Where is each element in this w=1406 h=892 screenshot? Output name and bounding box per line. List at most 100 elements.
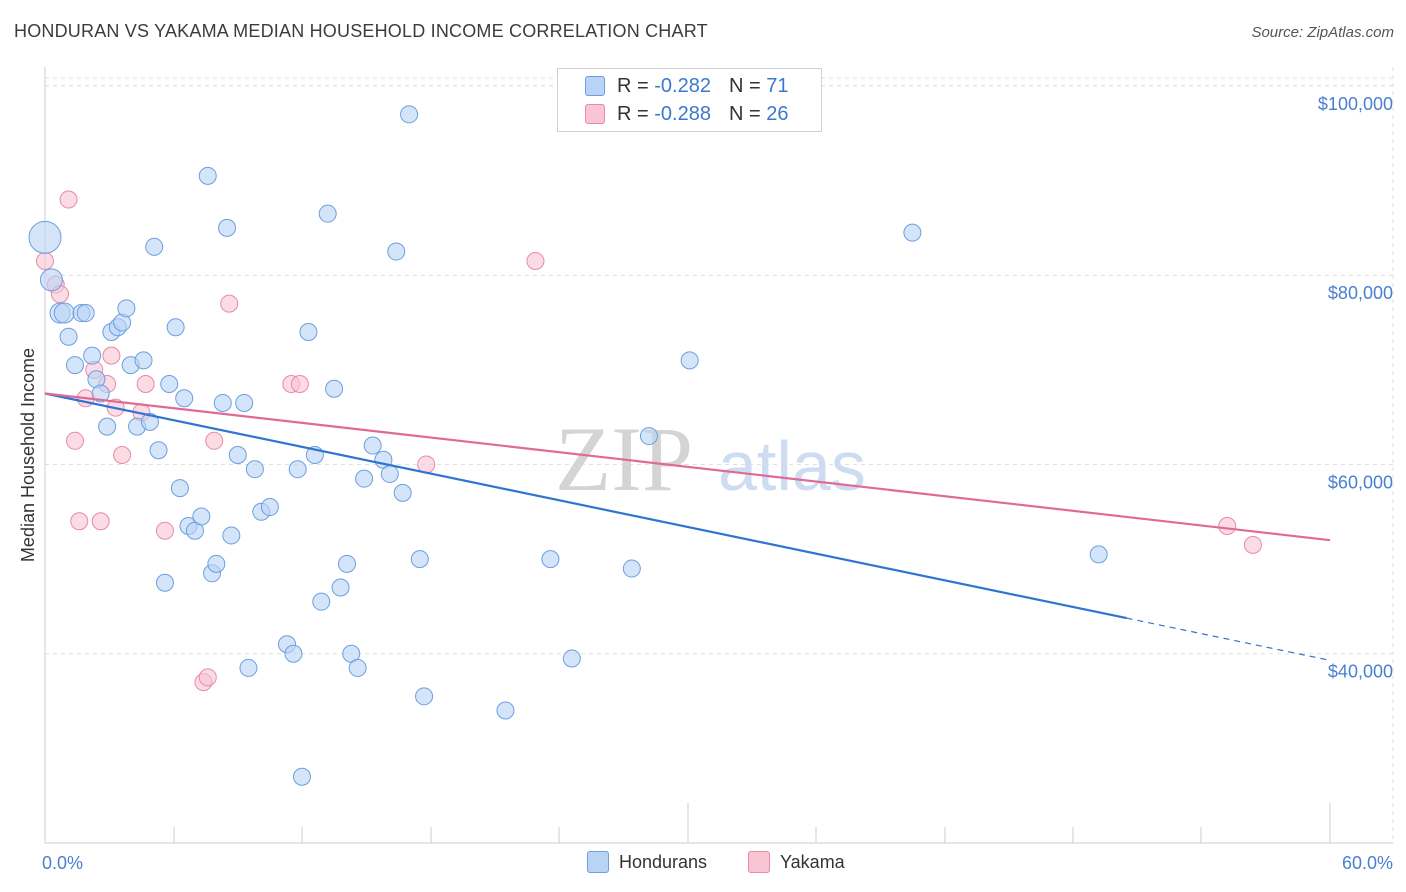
yakama-point bbox=[290, 375, 309, 394]
hondurans-point bbox=[318, 204, 337, 223]
hondurans-point bbox=[207, 554, 226, 573]
hondurans-point bbox=[496, 701, 515, 720]
hondurans-point bbox=[293, 767, 311, 786]
hondurans-point bbox=[400, 105, 419, 124]
yakama-r-value: -0.288 bbox=[654, 102, 711, 125]
axes bbox=[44, 67, 1393, 844]
hondurans-point bbox=[337, 554, 356, 573]
hondurans-point bbox=[145, 237, 164, 256]
tick-labels: $40,000 $60,000 $80,000 $100,000 0.0% 60.0% bbox=[42, 94, 1393, 873]
hondurans-point bbox=[160, 375, 179, 394]
hondurans-point bbox=[284, 644, 303, 663]
hondurans-point bbox=[222, 526, 241, 545]
hondurans-point bbox=[393, 483, 412, 502]
hondurans-point bbox=[331, 578, 350, 597]
x-tick-label-min: 0.0% bbox=[42, 853, 83, 873]
hondurans-point bbox=[410, 550, 429, 569]
y-tick-label: $100,000 bbox=[1318, 94, 1393, 114]
chart-title: HONDURAN VS YAKAMA MEDIAN HOUSEHOLD INCO… bbox=[14, 21, 708, 41]
hondurans-r-value: -0.282 bbox=[654, 74, 711, 97]
watermark-atlas: atlas bbox=[718, 427, 866, 505]
hondurans-legend-label: Hondurans bbox=[619, 851, 708, 872]
hondurans-point bbox=[53, 302, 75, 324]
trend-lines bbox=[44, 392, 1331, 661]
hondurans-point bbox=[98, 417, 117, 436]
hondurans-point bbox=[260, 498, 279, 517]
hondurans-point bbox=[541, 550, 560, 569]
hondurans-point bbox=[355, 469, 374, 488]
hondurans-point bbox=[198, 166, 217, 185]
yakama-point bbox=[91, 512, 110, 531]
hondurans-point bbox=[155, 573, 174, 592]
hondurans-point bbox=[175, 389, 194, 408]
yakama-point bbox=[102, 346, 121, 365]
hondurans-point bbox=[680, 351, 699, 370]
hondurans-point bbox=[312, 592, 331, 611]
hondurans-point bbox=[415, 687, 434, 706]
hondurans-legend-swatch bbox=[587, 851, 609, 873]
yakama-point bbox=[1243, 535, 1262, 554]
yakama-trend-line bbox=[44, 392, 1331, 542]
yakama-legend-swatch bbox=[748, 851, 770, 873]
hondurans-point bbox=[170, 479, 189, 498]
y-axis-label: Median Household Income bbox=[18, 348, 38, 562]
hondurans-point bbox=[65, 356, 84, 375]
hondurans-point bbox=[91, 384, 110, 403]
hondurans-point bbox=[387, 242, 406, 261]
legend-item-hondurans[interactable]: Hondurans bbox=[587, 851, 707, 873]
y-tick-label: $80,000 bbox=[1328, 283, 1393, 303]
yakama-point bbox=[205, 431, 224, 450]
yakama-n-value: 26 bbox=[766, 102, 789, 125]
hondurans-point bbox=[83, 346, 102, 365]
yakama-point bbox=[155, 521, 174, 540]
hondurans-point bbox=[59, 327, 78, 346]
hondurans-trend-extension bbox=[1126, 617, 1331, 661]
yakama-point bbox=[36, 252, 54, 270]
yakama-point bbox=[136, 375, 155, 394]
hondurans-point bbox=[28, 220, 62, 254]
yakama-point bbox=[65, 431, 84, 450]
yakama-point bbox=[1218, 516, 1237, 535]
hondurans-point bbox=[117, 299, 136, 318]
hondurans-point bbox=[239, 658, 258, 677]
hondurans-point bbox=[213, 393, 232, 412]
hondurans-point bbox=[288, 460, 307, 479]
hondurans-point bbox=[76, 304, 95, 323]
legend-row-yakama: R = -0.288 N = 26 bbox=[558, 100, 788, 128]
hondurans-point bbox=[39, 268, 63, 292]
hondurans-point bbox=[903, 223, 922, 242]
legend-item-yakama[interactable]: Yakama bbox=[748, 851, 845, 873]
series-legend: Hondurans Yakama bbox=[0, 851, 1406, 879]
yakama-point bbox=[526, 252, 545, 270]
hondurans-n-label: N = bbox=[728, 74, 761, 97]
hondurans-point bbox=[1089, 545, 1108, 564]
yakama-point bbox=[70, 512, 89, 531]
hondurans-point bbox=[192, 507, 211, 526]
hondurans-point bbox=[140, 412, 159, 431]
hondurans-points bbox=[28, 105, 1108, 786]
hondurans-point bbox=[348, 658, 367, 677]
yakama-point bbox=[220, 294, 239, 313]
yakama-legend-label: Yakama bbox=[780, 851, 845, 872]
hondurans-point bbox=[363, 436, 382, 455]
hondurans-n-value: 71 bbox=[766, 74, 789, 97]
hondurans-point bbox=[380, 464, 399, 483]
x-tick-label-max: 60.0% bbox=[1342, 853, 1393, 873]
hondurans-trend-line bbox=[44, 392, 1127, 620]
yakama-point bbox=[198, 668, 217, 687]
hondurans-point bbox=[639, 427, 658, 446]
hondurans-point bbox=[245, 460, 264, 479]
hondurans-point bbox=[228, 446, 247, 464]
source-credit: Source: ZipAtlas.com bbox=[1251, 24, 1394, 41]
y-tick-label: $60,000 bbox=[1328, 472, 1393, 492]
hondurans-point bbox=[134, 351, 153, 370]
hondurans-point bbox=[235, 393, 254, 412]
hondurans-point bbox=[622, 559, 641, 578]
hondurans-point bbox=[325, 379, 344, 398]
hondurans-point bbox=[562, 649, 581, 668]
yakama-n-label: N = bbox=[728, 102, 761, 125]
yakama-point bbox=[59, 190, 78, 209]
hondurans-point bbox=[299, 322, 318, 341]
hondurans-point bbox=[218, 218, 237, 237]
